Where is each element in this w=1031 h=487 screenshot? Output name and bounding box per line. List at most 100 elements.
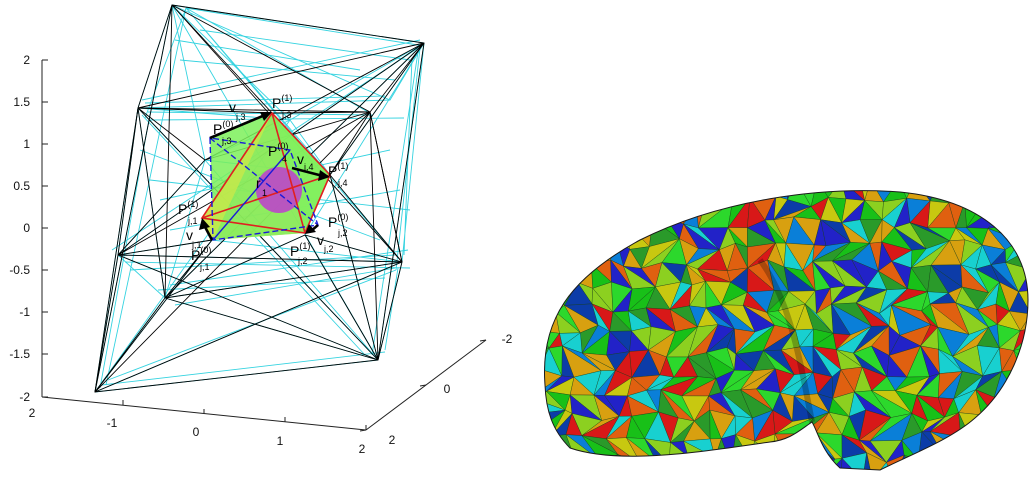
y-tick-label: -2: [502, 332, 513, 346]
mesh-triangle: [992, 460, 1025, 470]
mesh-triangle: [582, 199, 621, 227]
mesh-triangle: [645, 190, 681, 203]
mesh-triangle: [638, 462, 670, 470]
mesh-triangle: [932, 452, 969, 470]
label-p-j3-1: P(1): [272, 93, 292, 111]
mesh-triangle: [601, 198, 631, 222]
mesh-triangle: [967, 190, 994, 205]
mesh-triangle: [1012, 197, 1028, 226]
mesh-triangle: [574, 190, 586, 207]
mesh-triangle: [620, 461, 657, 470]
mesh-triangle: [915, 453, 943, 470]
mesh-triangle: [906, 190, 931, 202]
mesh-triangle: [679, 190, 697, 207]
z-tick-label: -1: [19, 305, 30, 319]
mesh-triangle: [954, 452, 989, 470]
mesh-triangle: [957, 190, 983, 205]
mesh-triangle: [544, 202, 561, 222]
mesh-triangle: [544, 434, 563, 461]
mesh-triangle: [1018, 268, 1028, 293]
mesh-triangle: [544, 240, 555, 267]
mesh-triangle: [821, 457, 843, 470]
mesh-triangle: [677, 457, 716, 470]
mesh-triangle: [722, 190, 751, 202]
red-edges: [200, 111, 331, 234]
mesh-triangle: [1023, 198, 1028, 221]
z-tick-label: 2: [23, 53, 30, 67]
mesh-triangle: [776, 454, 815, 470]
left-figure: 2 1.5 1 0.5 0 -0.5 -1 -1.5 -2 2 -1 0 1 2 -2 0 2: [9, 4, 513, 456]
mesh-triangle: [987, 198, 1024, 229]
mesh-triangle: [602, 190, 631, 200]
label-p-j4-1-sub: j,4: [337, 178, 348, 188]
mesh-triangle: [617, 454, 642, 470]
mesh-triangle: [994, 416, 1017, 441]
z-tick-label: 1.5: [13, 95, 30, 109]
z-tick-label: -0.5: [9, 263, 30, 277]
mesh-triangle: [1015, 430, 1028, 457]
right-figure-mesh: [543, 190, 1029, 471]
label-r-1-sub: 1: [262, 188, 267, 198]
mesh-triangle: [954, 460, 989, 470]
mesh-triangle: [664, 462, 680, 470]
mesh-triangle: [996, 430, 1024, 464]
label-p-j3-0: P(0): [213, 119, 233, 137]
mesh-triangles: [544, 190, 1028, 470]
mesh-triangle: [621, 216, 650, 250]
mesh-triangle: [629, 190, 654, 200]
mesh-triangle: [582, 198, 596, 227]
x-tick-label: 2: [29, 406, 36, 420]
label-r-1: r: [256, 175, 261, 191]
mesh-triangle: [653, 198, 681, 220]
mesh-triangle: [969, 437, 1008, 462]
mesh-triangle: [551, 456, 576, 470]
mesh-triangle: [802, 455, 823, 470]
displacement-arrows: [199, 112, 330, 241]
mesh-triangle: [957, 190, 983, 204]
mesh-triangle: [993, 394, 1026, 421]
mesh-triangle: [551, 265, 570, 294]
x-tick-label: 0: [193, 425, 200, 439]
y-tick-label: 0: [444, 382, 451, 396]
mesh-triangle: [1019, 313, 1028, 332]
label-p-j2-0-sub: j,2: [337, 228, 348, 238]
mesh-triangle: [544, 220, 548, 242]
mesh-triangle: [544, 330, 550, 350]
mesh-triangle: [645, 190, 681, 203]
mesh-triangle: [969, 437, 1008, 462]
mesh-triangle: [600, 198, 632, 222]
mesh-triangle: [1022, 455, 1028, 470]
mesh-triangle: [544, 459, 553, 470]
mesh-triangle: [1016, 375, 1028, 401]
mesh-triangle: [559, 202, 584, 228]
mesh-triangle: [776, 455, 815, 470]
mesh-triangle: [994, 416, 1026, 432]
mesh-triangle: [705, 190, 733, 202]
mesh-triangle: [544, 240, 552, 267]
x-tick-label: 1: [277, 434, 284, 448]
mesh-triangle: [932, 452, 968, 470]
mesh-triangle: [720, 458, 751, 470]
mesh-triangle: [666, 201, 684, 225]
z-tick-label: -1.5: [9, 347, 30, 361]
mesh-triangle: [652, 198, 668, 220]
label-p-j3-0-sub: j,3: [221, 136, 232, 146]
mesh-triangle: [980, 414, 998, 440]
mesh-triangle: [992, 462, 1024, 470]
z-tick-label: 1: [23, 137, 30, 151]
y-tick-label: 2: [389, 433, 396, 447]
mesh-triangle: [544, 264, 554, 294]
label-p-j3-1-sub: j,3: [281, 110, 292, 120]
mesh-triangle: [1007, 190, 1024, 201]
mesh-triangle: [744, 190, 777, 197]
mesh-triangle: [602, 190, 632, 200]
label-v-j2: v: [317, 232, 324, 248]
mesh-triangle: [719, 458, 751, 470]
mesh-triangle: [661, 190, 689, 203]
mesh-triangle: [743, 453, 773, 470]
mesh-triangle: [940, 190, 966, 204]
mesh-triangle: [678, 456, 717, 470]
vertex-labels: P(1) j,3 v j,3 P(0) j,3 P(0) 4 v j,4 P(1…: [178, 93, 348, 272]
mesh-triangle: [546, 201, 574, 228]
mesh-triangle: [546, 221, 573, 249]
